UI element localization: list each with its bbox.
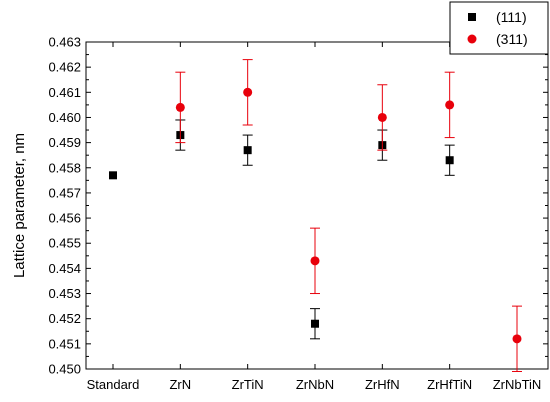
legend-marker-circle	[467, 34, 477, 44]
legend-box	[449, 1, 549, 55]
x-tick-label: ZrN	[169, 377, 191, 392]
y-tick-label: 0.455	[48, 236, 81, 251]
x-tick-label: ZrTiN	[232, 377, 264, 392]
y-tick-label: 0.460	[48, 110, 81, 125]
y-tick-label: 0.457	[48, 185, 81, 200]
y-tick-label: 0.453	[48, 286, 81, 301]
y-tick-label: 0.451	[48, 336, 81, 351]
data-point-circle	[310, 256, 320, 266]
x-axis: Standard ZrN ZrTiN ZrNbN ZrHfN ZrHfTiN ZrNbTiN	[87, 42, 542, 392]
legend-label: (111)	[496, 9, 527, 25]
y-tick-label: 0.461	[48, 85, 81, 100]
y-axis-title: Lattice parameter, nm	[11, 133, 28, 278]
y-tick-label: 0.462	[48, 60, 81, 75]
legend: (111) (311)	[449, 1, 549, 55]
y-axis: 0.450 0.451 0.452 0.453 0.454 0.455 0.456 0.457…	[48, 35, 548, 377]
legend-label: (311)	[496, 31, 528, 47]
data-point-circle	[377, 112, 387, 122]
data-point-circle	[445, 100, 455, 110]
data-point-circle	[512, 334, 522, 344]
series-1	[175, 59, 522, 373]
data-point-square	[311, 319, 319, 328]
x-tick-label: Standard	[87, 377, 140, 392]
series-layer	[109, 59, 522, 373]
y-tick-label: 0.454	[48, 261, 81, 276]
data-point-square	[445, 156, 454, 165]
data-point-square	[109, 171, 117, 180]
data-point-circle	[175, 102, 185, 112]
x-tick-label: ZrHfN	[365, 377, 400, 392]
legend-marker-square	[468, 13, 476, 21]
x-tick-label: ZrNbTiN	[493, 377, 542, 392]
series-0	[109, 119, 455, 340]
y-tick-label: 0.463	[48, 35, 81, 50]
x-tick-label: ZrHfTiN	[427, 377, 472, 392]
x-tick-label: ZrNbN	[296, 377, 334, 392]
y-tick-label: 0.456	[48, 211, 81, 226]
data-point-circle	[243, 87, 253, 97]
y-tick-label: 0.452	[48, 311, 81, 326]
data-point-square	[243, 146, 252, 155]
y-tick-label: 0.450	[48, 362, 81, 377]
y-tick-label: 0.458	[48, 160, 81, 175]
y-tick-label: 0.459	[48, 135, 81, 150]
